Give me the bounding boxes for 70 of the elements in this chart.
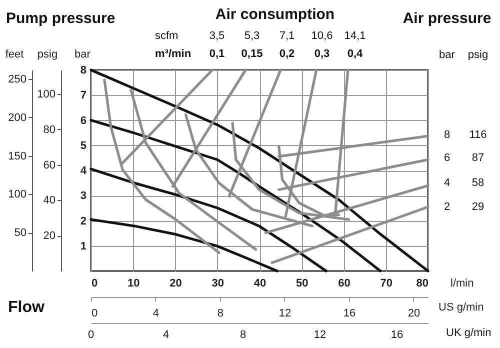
text: 16 <box>390 329 404 341</box>
x-tick-label: 30 <box>212 278 224 290</box>
y3-axis-title: feet <box>5 48 24 60</box>
x2-tick-label: 16 <box>343 308 356 320</box>
text: Flow <box>8 299 45 316</box>
text: 0,2 <box>279 48 295 60</box>
text: scfm <box>155 30 178 42</box>
x-tick-label: 50 <box>296 278 308 290</box>
y3-tick-label: 250 <box>8 74 26 86</box>
text: 0,4 <box>347 48 364 60</box>
y3-tick-label: 150 <box>8 150 26 162</box>
x2-axis-title: US g/min <box>438 302 484 314</box>
x-tick-label: 10 <box>128 278 140 290</box>
text: 12 <box>314 329 326 341</box>
text: 58 <box>472 177 484 189</box>
x2-tick-label: 8 <box>217 308 224 320</box>
text: 0 <box>88 329 94 341</box>
y-tick-label: 7 <box>80 90 86 102</box>
x2-tick-label: 20 <box>408 308 420 320</box>
text: 0,3 <box>314 48 330 60</box>
text: Pump pressure <box>6 10 116 27</box>
text: 10,6 <box>311 30 333 42</box>
text: 4 <box>162 329 170 341</box>
y2-tick-label: 20 <box>43 230 56 242</box>
text: 14,1 <box>344 30 366 42</box>
y-tick-label: 3 <box>80 190 86 202</box>
x2-tick-label: 0 <box>92 308 98 320</box>
text: 6 <box>444 152 450 164</box>
x-tick-label: 40 <box>254 278 266 290</box>
text: psig <box>468 49 488 61</box>
text: 87 <box>472 152 484 164</box>
text: 2 <box>444 201 450 213</box>
text: 29 <box>472 201 484 213</box>
x-tick-label: 0 <box>92 278 98 290</box>
text: 0,1 <box>209 48 225 60</box>
y3-tick-label: 100 <box>8 188 26 201</box>
text: 4 <box>444 177 450 189</box>
y-tick-label: 6 <box>80 114 86 127</box>
y2-tick-label: 60 <box>43 159 56 172</box>
text: 0,15 <box>241 48 263 60</box>
text: Air consumption <box>215 6 335 23</box>
y2-tick-label: 100 <box>37 88 56 101</box>
x-tick-label: 80 <box>416 278 428 290</box>
x-tick-label: 70 <box>380 278 392 290</box>
text: Air pressure <box>402 10 492 27</box>
text: 7,1 <box>279 30 295 42</box>
y-tick-label: 4 <box>80 165 88 177</box>
x-axis-title: l/min <box>450 278 474 290</box>
y-tick-label: 8 <box>80 64 86 76</box>
y-axis-title: bar <box>74 48 91 60</box>
y-tick-label: 2 <box>80 215 86 228</box>
text: 116 <box>469 129 487 141</box>
text: 3,5 <box>209 30 225 42</box>
y2-tick-label: 40 <box>43 194 56 207</box>
y2-axis-title: psig <box>37 48 58 60</box>
y3-tick-label: 50 <box>14 227 26 240</box>
x-tick-label: 20 <box>170 278 182 290</box>
text: UK g/min <box>446 327 492 339</box>
y3-tick-label: 200 <box>8 112 26 124</box>
text: 8 <box>240 329 246 341</box>
x2-tick-label: 4 <box>152 308 160 320</box>
text: 8 <box>444 129 450 141</box>
y-tick-label: 5 <box>80 140 86 152</box>
text: bar <box>439 49 456 61</box>
y-tick-label: 1 <box>80 240 86 252</box>
x-tick-label: 60 <box>338 278 350 290</box>
text: m³/min <box>155 48 192 60</box>
x2-tick-label: 12 <box>278 308 292 320</box>
text: 5,3 <box>244 30 260 42</box>
y2-tick-label: 80 <box>43 124 56 136</box>
